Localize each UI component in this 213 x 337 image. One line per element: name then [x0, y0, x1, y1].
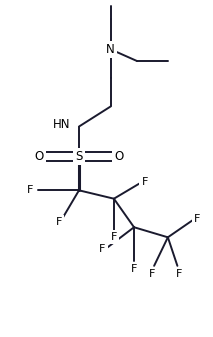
Text: O: O	[34, 150, 43, 163]
Text: F: F	[141, 177, 148, 187]
Text: F: F	[194, 214, 201, 224]
Text: F: F	[149, 269, 155, 279]
Text: O: O	[115, 150, 124, 163]
Text: F: F	[131, 264, 137, 274]
Text: F: F	[176, 269, 183, 279]
Text: S: S	[75, 150, 83, 163]
Text: N: N	[106, 43, 115, 56]
Text: F: F	[99, 244, 105, 254]
Text: F: F	[56, 217, 62, 227]
Text: HN: HN	[53, 118, 71, 131]
Text: F: F	[27, 185, 33, 195]
Text: F: F	[111, 232, 117, 242]
